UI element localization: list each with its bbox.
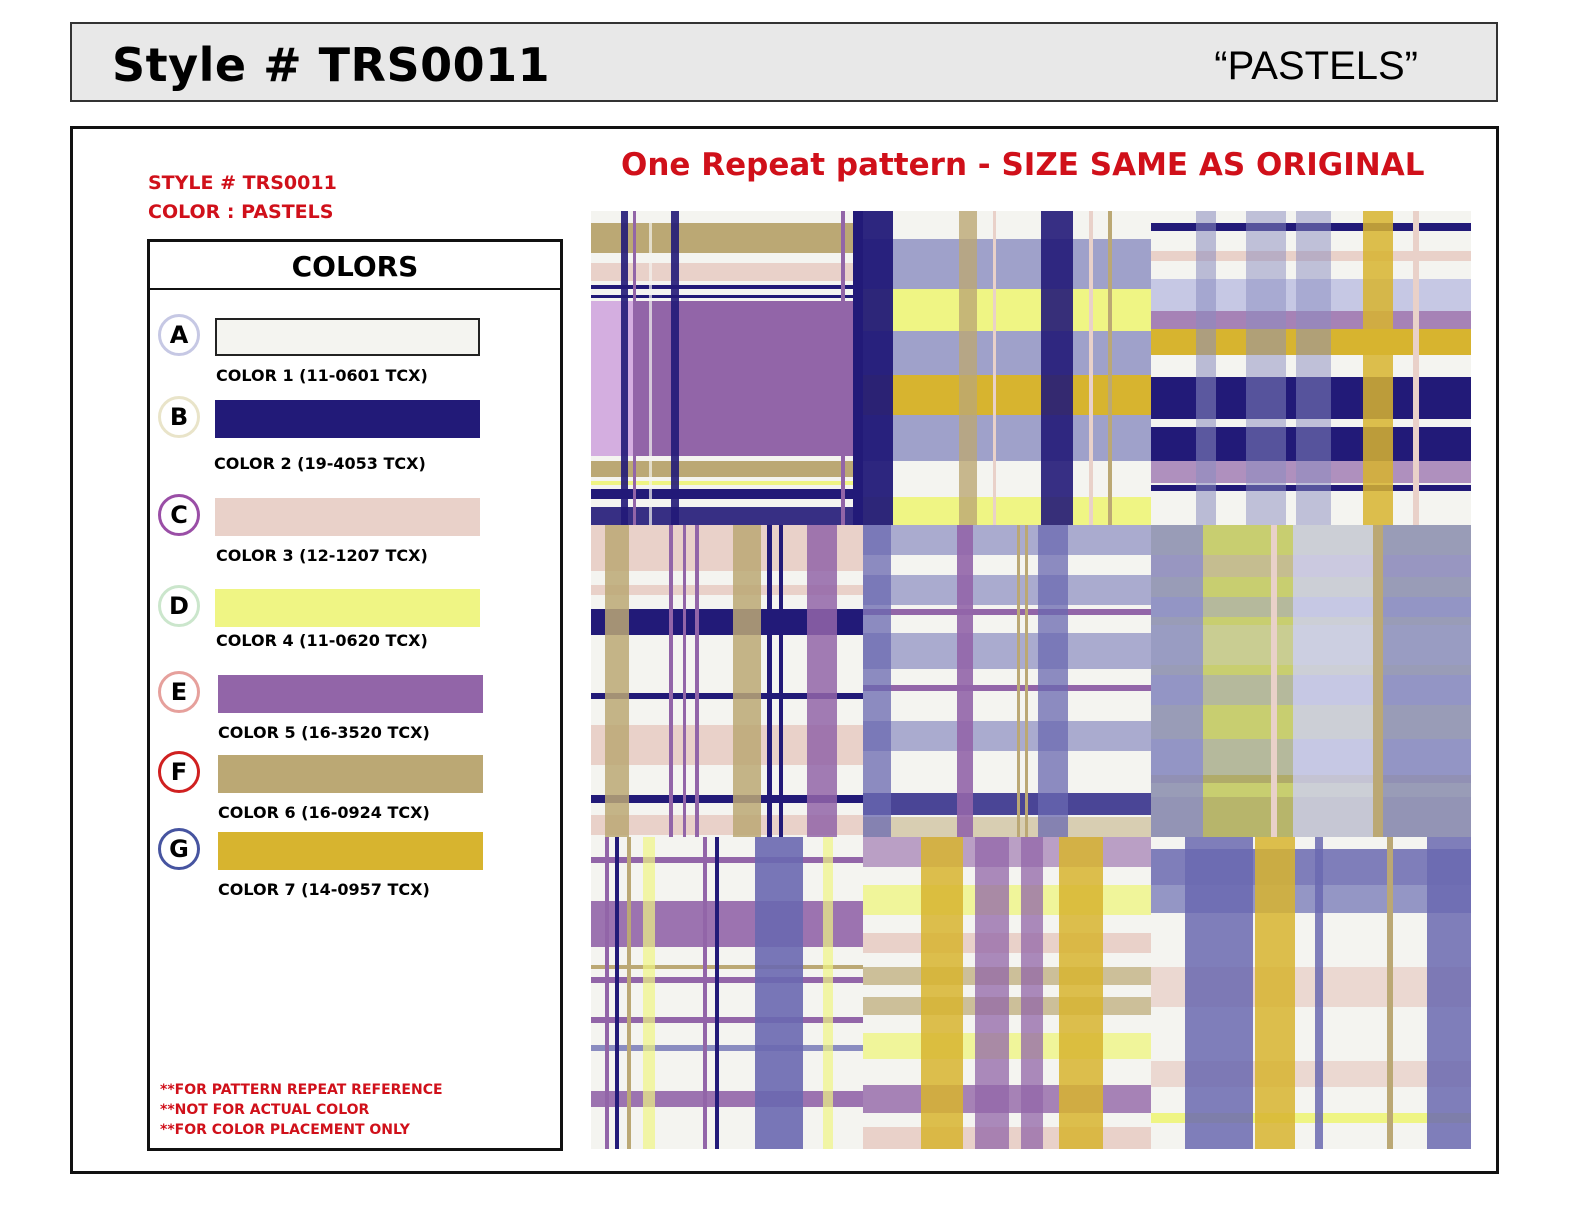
note-repeat-reference: **FOR PATTERN REPEAT REFERENCE (160, 1082, 443, 1098)
swatch-letter-g: G (158, 828, 200, 870)
plaid-tile-7 (591, 837, 863, 1149)
swatch-row-c: C COLOR 3 (12-1207 TCX) (158, 494, 558, 574)
plaid-tile-5 (863, 525, 1151, 837)
colorway-label: COLOR : PASTELS (148, 201, 334, 223)
swatch-color-a (215, 318, 480, 356)
spec-sheet: STYLE # TRS0011 COLOR : PASTELS COLORS A… (70, 126, 1499, 1174)
colors-panel-title: COLORS (150, 242, 560, 290)
plaid-tile-9 (1151, 837, 1471, 1149)
usage-notes: **FOR PATTERN REPEAT REFERENCE **NOT FOR… (160, 1080, 443, 1140)
swatch-color-c (215, 498, 480, 536)
plaid-tile-8 (863, 837, 1151, 1149)
note-not-actual-color: **NOT FOR ACTUAL COLOR (160, 1102, 370, 1118)
swatch-color-e (218, 675, 483, 713)
swatch-color-d (215, 589, 480, 627)
plaid-tile-2 (863, 211, 1151, 525)
swatch-row-b: B COLOR 2 (19-4053 TCX) (158, 396, 558, 476)
plaid-repeat-grid (591, 211, 1471, 1149)
swatch-label-f: COLOR 6 (16-0924 TCX) (218, 803, 430, 822)
swatch-row-g: G COLOR 7 (14-0957 TCX) (158, 828, 558, 908)
swatch-color-b (215, 400, 480, 438)
style-number-label: STYLE # TRS0011 (148, 172, 337, 194)
plaid-tile-3 (1151, 211, 1471, 525)
swatch-letter-f: F (158, 751, 200, 793)
style-info: STYLE # TRS0011 COLOR : PASTELS (148, 169, 337, 227)
note-color-placement: **FOR COLOR PLACEMENT ONLY (160, 1122, 410, 1138)
swatch-letter-a: A (158, 314, 200, 356)
repeat-pattern-title: One Repeat pattern - SIZE SAME AS ORIGIN… (621, 147, 1425, 183)
colorway-name: “PASTELS” (1214, 44, 1418, 88)
swatch-label-g: COLOR 7 (14-0957 TCX) (218, 880, 430, 899)
style-header: Style # TRS0011 “PASTELS” (70, 22, 1498, 102)
swatch-row-d: D COLOR 4 (11-0620 TCX) (158, 585, 558, 665)
swatch-color-g (218, 832, 483, 870)
plaid-tile-1 (591, 211, 863, 525)
swatch-label-b: COLOR 2 (19-4053 TCX) (214, 454, 426, 473)
plaid-tile-6 (1151, 525, 1471, 837)
swatch-row-f: F COLOR 6 (16-0924 TCX) (158, 751, 558, 831)
plaid-tile-4 (591, 525, 863, 837)
swatch-row-a: A COLOR 1 (11-0601 TCX) (158, 314, 558, 394)
swatch-label-e: COLOR 5 (16-3520 TCX) (218, 723, 430, 742)
swatch-color-f (218, 755, 483, 793)
swatch-letter-d: D (158, 585, 200, 627)
swatch-label-d: COLOR 4 (11-0620 TCX) (216, 631, 428, 650)
colors-panel: COLORS A COLOR 1 (11-0601 TCX) B COLOR 2… (147, 239, 563, 1151)
style-title: Style # TRS0011 (112, 38, 551, 92)
swatch-letter-e: E (158, 671, 200, 713)
swatch-letter-c: C (158, 494, 200, 536)
swatch-label-a: COLOR 1 (11-0601 TCX) (216, 366, 428, 385)
swatch-letter-b: B (158, 396, 200, 438)
swatch-label-c: COLOR 3 (12-1207 TCX) (216, 546, 428, 565)
swatch-row-e: E COLOR 5 (16-3520 TCX) (158, 671, 558, 751)
